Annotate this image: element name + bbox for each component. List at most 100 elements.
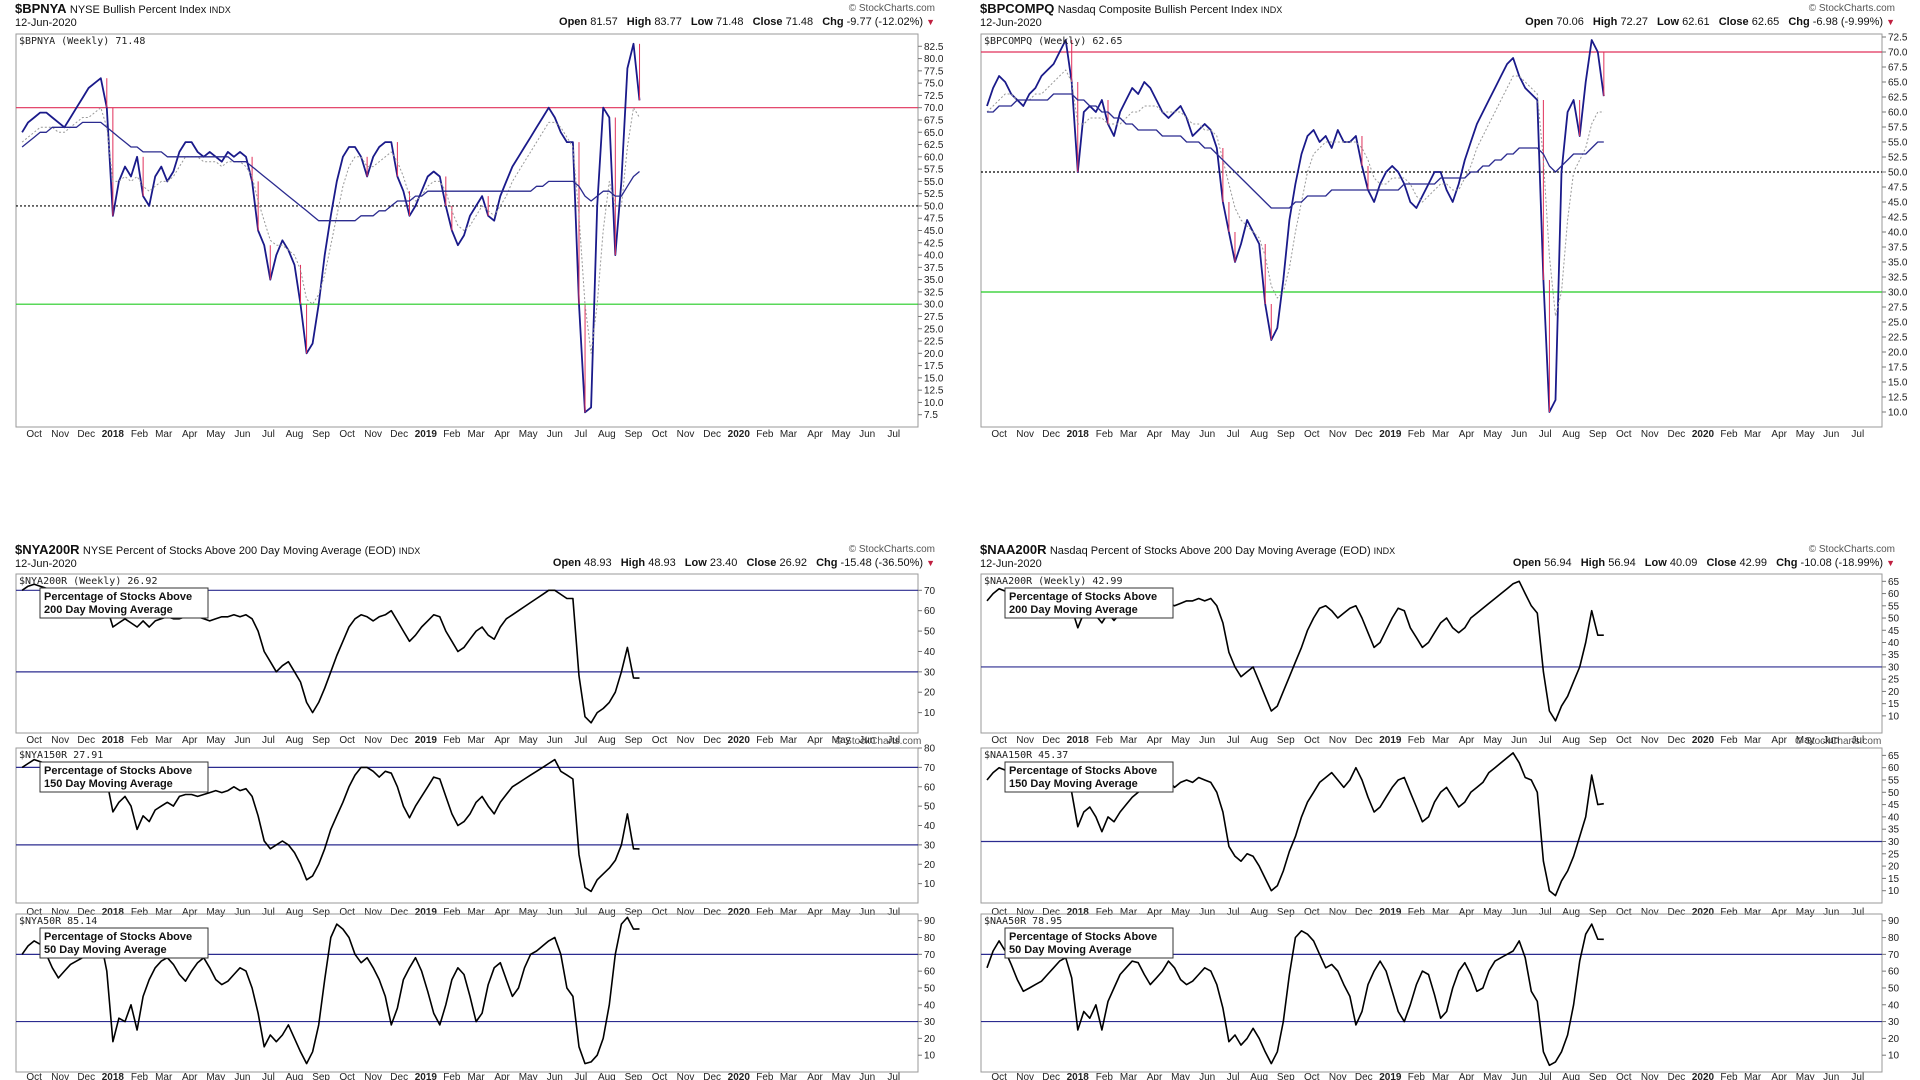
x-tick-label: Oct	[1304, 735, 1320, 746]
y-tick-label: 40	[924, 1000, 936, 1011]
y-tick-label: 30	[924, 1017, 936, 1028]
note-line: 50 Day Moving Average	[44, 944, 167, 956]
x-tick-label: Nov	[51, 735, 69, 746]
y-tick-label: 70	[924, 950, 936, 961]
y-tick-label: 60.0	[924, 152, 944, 163]
x-tick-label: Feb	[1720, 1072, 1738, 1080]
x-tick-label: Feb	[1408, 1072, 1426, 1080]
x-tick-label: Jul	[887, 907, 900, 918]
x-tick-label: Nov	[51, 429, 69, 440]
stockcharts-brand: © StockCharts.com	[1808, 3, 1895, 14]
chart-symbol: $NYA200R	[15, 542, 80, 557]
x-tick-label: Nov	[51, 907, 69, 918]
x-tick-label: Nov	[1641, 429, 1659, 440]
x-tick-label: May	[832, 907, 851, 918]
y-tick-label: 62.5	[1888, 93, 1908, 104]
y-tick-label: 12.5	[1888, 393, 1908, 404]
x-tick-label: Jun	[1823, 907, 1839, 918]
y-tick-label: 30.0	[1888, 288, 1908, 299]
plot-area	[15, 573, 919, 734]
y-tick-label: 60	[1888, 763, 1900, 774]
x-tick-label: May	[206, 1072, 225, 1080]
y-tick-label: 20.0	[1888, 348, 1908, 359]
x-tick-label: Jun	[859, 907, 875, 918]
x-tick-label: 2018	[102, 907, 125, 918]
y-tick-label: 60	[924, 782, 936, 793]
x-tick-label: Dec	[1668, 907, 1686, 918]
x-tick-label: Aug	[1250, 1072, 1268, 1080]
bpcompq-panel: 10.0 12.5 15.0 17.5 20.0 22.5 25.0 27.5 30.0 32.5…	[980, 33, 1908, 440]
x-tick-label: May	[1483, 907, 1502, 918]
x-tick-label: Sep	[312, 1072, 330, 1080]
x-tick-label: Dec	[1042, 429, 1060, 440]
x-tick-label: Sep	[1277, 735, 1295, 746]
y-tick-label: 40	[924, 647, 936, 658]
y-tick-label: 10	[924, 708, 936, 719]
chart-symbol: $NAA200R	[980, 542, 1047, 557]
x-tick-label: Dec	[703, 429, 721, 440]
y-tick-label: 55.0	[1888, 138, 1908, 149]
note-frame	[1004, 587, 1174, 619]
x-tick-label: Oct	[339, 907, 355, 918]
y-tick-label: 42.5	[924, 238, 944, 249]
ohlc-readout: Open 81.57 High 83.77 Low 71.48 Close 71…	[559, 16, 935, 28]
x-tick-label: Oct	[339, 429, 355, 440]
x-tick-label: Nov	[677, 1072, 695, 1080]
x-tick-label: Dec	[77, 429, 95, 440]
y-tick-label: 25	[1888, 849, 1900, 860]
x-tick-label: Jul	[1851, 907, 1864, 918]
x-tick-label: Mar	[780, 735, 798, 746]
right-p1-header: $NAA200R Nasdaq Percent of Stocks Above …	[980, 543, 1915, 558]
y-tick-label: 72.5	[1888, 33, 1908, 44]
x-tick-label: Apr	[1147, 1072, 1163, 1080]
y-tick-label: 12.5	[924, 386, 944, 397]
x-tick-label: Mar	[467, 907, 485, 918]
x-tick-label: Apr	[1771, 735, 1787, 746]
x-tick-label: Apr	[182, 735, 198, 746]
x-tick-label: Jun	[547, 735, 563, 746]
y-tick-label: 55	[1888, 775, 1900, 786]
stockcharts-brand: © StockCharts.com	[848, 544, 935, 555]
y-tick-label: 20	[924, 688, 936, 699]
y-tick-label: 57.5	[924, 165, 944, 176]
y-tick-label: 10.0	[1888, 408, 1908, 419]
chart-symbol: $BPCOMPQ	[980, 1, 1055, 16]
x-tick-label: Mar	[467, 429, 485, 440]
x-tick-label: Oct	[26, 429, 42, 440]
y-tick-label: 45.0	[924, 226, 944, 237]
x-tick-label: Apr	[182, 1072, 198, 1080]
y-tick-label: 10	[924, 1051, 936, 1062]
x-tick-label: Feb	[1408, 735, 1426, 746]
x-tick-label: Sep	[1589, 1072, 1607, 1080]
x-tick-label: Jun	[1511, 907, 1527, 918]
x-tick-label: Nov	[677, 907, 695, 918]
x-tick-label: Mar	[780, 907, 798, 918]
y-tick-label: 42.5	[1888, 213, 1908, 224]
x-tick-label: 2020	[728, 735, 751, 746]
x-tick-label: 2020	[728, 1072, 751, 1080]
chart-description: NYSE Bullish Percent Index	[69, 4, 207, 16]
y-tick-label: 57.5	[1888, 123, 1908, 134]
x-tick-label: Aug	[1562, 429, 1580, 440]
x-tick-label: Oct	[652, 1072, 668, 1080]
y-tick-label: 82.5	[924, 42, 944, 53]
x-tick-label: Mar	[1744, 429, 1762, 440]
x-tick-label: Jun	[1199, 1072, 1215, 1080]
x-tick-label: Jul	[1539, 1072, 1552, 1080]
x-tick-label: Apr	[1147, 907, 1163, 918]
y-tick-label: 35	[1888, 825, 1900, 836]
y-tick-label: 90	[924, 916, 936, 927]
plot-area	[980, 573, 1883, 734]
x-tick-label: Dec	[1042, 735, 1060, 746]
x-tick-label: Aug	[598, 735, 616, 746]
x-tick-label: Oct	[1616, 907, 1632, 918]
y-tick-label: 50	[1888, 983, 1900, 994]
x-tick-label: Nov	[364, 735, 382, 746]
x-tick-label: Feb	[1408, 429, 1426, 440]
x-tick-label: Feb	[756, 907, 774, 918]
x-tick-label: Jun	[547, 907, 563, 918]
y-tick-label: 20	[924, 1034, 936, 1045]
x-tick-label: Feb	[756, 735, 774, 746]
x-tick-label: Apr	[807, 1072, 823, 1080]
